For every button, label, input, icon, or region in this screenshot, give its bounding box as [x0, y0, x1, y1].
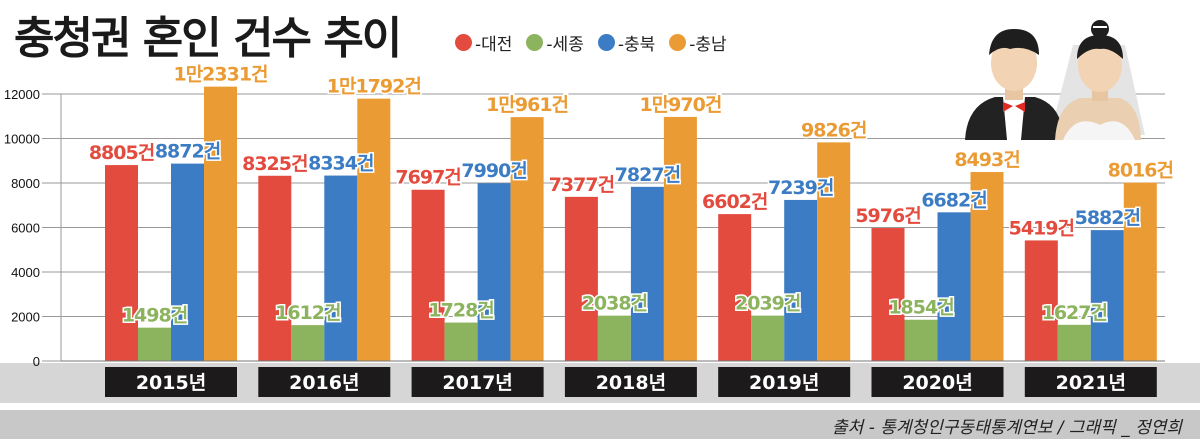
bar-대전-2016년: [258, 175, 292, 361]
legend-item: -충남: [669, 30, 727, 55]
legend-label: -충남: [689, 35, 727, 55]
y-tick-label: 8000: [11, 176, 40, 191]
data-label: 1만2331건: [173, 64, 267, 86]
bar-대전-2021년: [1024, 240, 1058, 361]
bar-대전-2017년: [411, 189, 445, 361]
page-title: 충청권 혼인 건수 추이: [14, 13, 402, 64]
legend-item: -세종: [526, 30, 584, 55]
year-label-box: [718, 367, 851, 397]
bar-chart: 0 2000 4000 6000 8000 10000 12000 8805건 1498건 887…: [4, 62, 1175, 397]
bar-충북-2017년: [477, 183, 511, 361]
data-label: 8872건: [155, 141, 220, 163]
y-tick-label: 2000: [11, 310, 40, 325]
bar-충남-2016년: [357, 98, 391, 362]
year-label-box: [1024, 367, 1157, 397]
y-tick-label: 0: [33, 354, 40, 369]
bar-충남-2015년: [204, 86, 237, 361]
data-label: 8805건: [89, 142, 154, 164]
legend: -대전 -세종 -충북 -충남: [455, 30, 727, 55]
bar-세종-2015년: [138, 327, 171, 361]
bar-세종-2017년: [444, 322, 478, 361]
legend-item: -대전: [455, 30, 512, 55]
data-label: 2038건: [582, 293, 647, 315]
data-label: 5882건: [1075, 207, 1140, 229]
bar-충남-2019년: [817, 142, 851, 361]
legend-item: -충북: [597, 30, 656, 55]
bar-충북-2015년: [171, 163, 204, 361]
year-label-box: [105, 367, 237, 397]
data-label: 1854건: [888, 297, 953, 319]
data-label: 1728건: [428, 300, 493, 322]
data-label: 7827건: [615, 164, 680, 186]
legend-label: -대전: [475, 35, 513, 55]
bar-충북-2016년: [324, 175, 358, 361]
bar-충남-2021년: [1123, 182, 1157, 361]
bar-대전-2020년: [871, 228, 905, 361]
legend-dot-icon: [669, 34, 687, 51]
year-label-box: [258, 367, 391, 397]
legend-dot-icon: [597, 34, 615, 51]
bar-충북-2019년: [784, 199, 818, 361]
data-label: 9826건: [801, 119, 866, 141]
y-tick-label: 10000: [4, 132, 40, 147]
x-tick-label: 2020년: [902, 372, 972, 394]
bar-충남-2020년: [970, 172, 1004, 361]
year-label-box: [564, 367, 697, 397]
bar-충남-2018년: [663, 116, 697, 361]
data-label: 6682건: [921, 189, 986, 211]
legend-dot-icon: [526, 34, 544, 51]
legend-label: -세종: [546, 35, 584, 55]
data-label: 1627건: [1042, 302, 1107, 324]
data-label: 7990건: [461, 160, 526, 182]
bar-충북-2021년: [1090, 230, 1124, 361]
bar-세종-2021년: [1057, 324, 1091, 361]
bar-세종-2016년: [291, 325, 325, 361]
data-label: 5419건: [1009, 217, 1074, 239]
data-label: 8016건: [1108, 160, 1173, 182]
data-label: 8334건: [308, 153, 373, 175]
bar-충북-2018년: [630, 186, 664, 361]
bar-충남-2017년: [510, 117, 544, 361]
x-tick-label: 2017년: [442, 372, 512, 394]
legend-label: -충북: [617, 35, 656, 55]
bar-대전-2015년: [105, 165, 138, 361]
y-tick-label: 6000: [11, 221, 40, 236]
x-tick-label: 2016년: [289, 372, 359, 394]
data-label: 5976건: [855, 205, 920, 227]
data-label: 1만1792건: [327, 76, 421, 98]
data-label: 1498건: [122, 305, 187, 327]
bar-세종-2019년: [751, 315, 785, 361]
source-credit: 출처 - 통계청인구동태통계연보 / 그래픽 _ 정연희: [832, 418, 1182, 438]
y-tick-label: 4000: [11, 265, 40, 280]
y-tick-label: 12000: [4, 87, 40, 102]
x-tick-label: 2019년: [749, 372, 819, 394]
bar-세종-2018년: [597, 315, 631, 361]
bar-충북-2020년: [937, 212, 971, 361]
footer: 출처 - 통계청인구동태통계연보 / 그래픽 _ 정연희: [0, 410, 1200, 439]
data-label: 1612건: [275, 302, 340, 324]
bride-and-groom-illustration: [965, 20, 1145, 140]
data-label: 6602건: [702, 191, 767, 213]
data-label: 1만970건: [639, 94, 721, 116]
data-label: 1만961건: [486, 94, 568, 116]
data-label: 7697건: [395, 167, 460, 189]
data-label: 8325건: [242, 153, 307, 175]
bar-세종-2020년: [904, 319, 938, 361]
data-label: 8493건: [954, 149, 1019, 171]
data-label: 7377건: [549, 174, 614, 196]
year-label-box: [871, 367, 1004, 397]
x-tick-label: 2018년: [596, 372, 666, 394]
bar-대전-2019년: [718, 214, 752, 361]
x-tick-label: 2015년: [136, 372, 206, 394]
bar-대전-2018년: [564, 196, 598, 361]
data-label: 2039건: [735, 293, 800, 315]
legend-dot-icon: [455, 34, 472, 51]
data-label: 7239건: [768, 177, 833, 199]
year-label-box: [411, 367, 544, 397]
x-tick-label: 2021년: [1056, 372, 1126, 394]
